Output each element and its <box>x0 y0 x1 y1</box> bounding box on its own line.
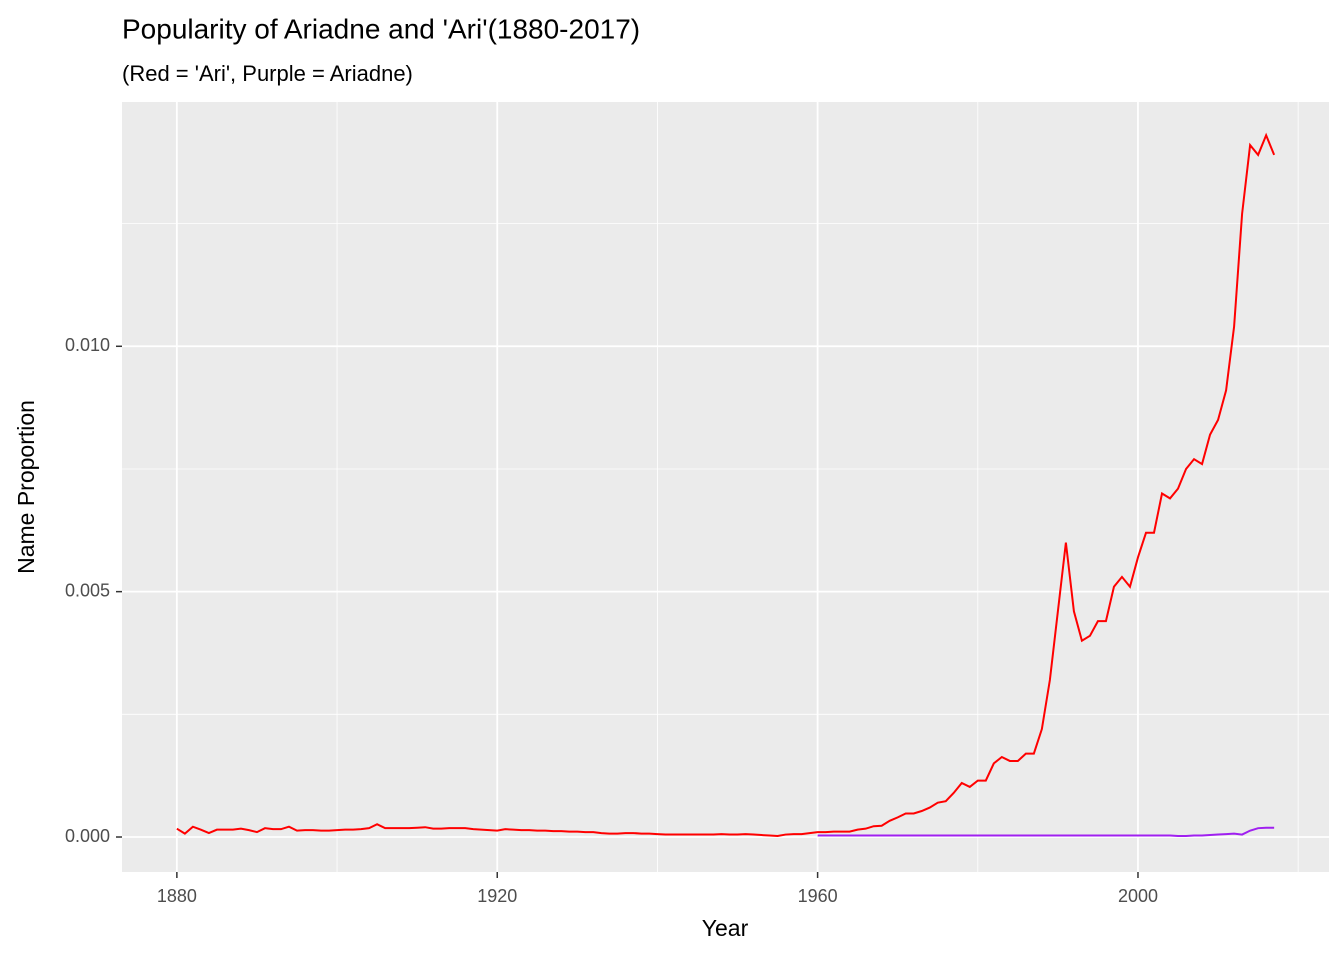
x-tick-label: 2000 <box>1118 886 1158 906</box>
y-tick-label: 0.010 <box>65 335 110 355</box>
grid <box>122 102 1329 872</box>
x-tick-label: 1880 <box>157 886 197 906</box>
y-tick-label: 0.000 <box>65 826 110 846</box>
x-tick-label: 1960 <box>798 886 838 906</box>
panel <box>122 102 1329 872</box>
x-tick-label: 1920 <box>477 886 517 906</box>
y-axis-label: Name Proportion <box>13 400 39 574</box>
data-line <box>817 826 1275 838</box>
chart-title: Popularity of Ariadne and 'Ari'(1880-201… <box>122 13 640 44</box>
lines <box>176 132 1276 838</box>
data-line <box>176 132 1276 838</box>
y-tick-label: 0.005 <box>65 580 110 600</box>
chart-subtitle: (Red = 'Ari', Purple = Ariadne) <box>122 61 413 86</box>
x-axis-label: Year <box>702 915 749 941</box>
